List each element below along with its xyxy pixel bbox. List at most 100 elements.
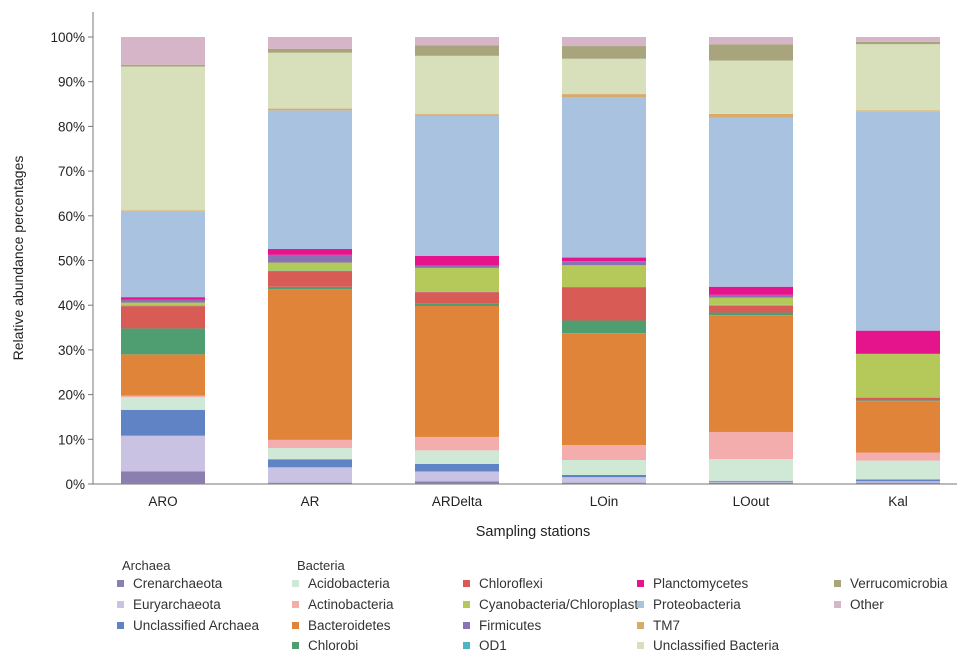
legend-swatch (463, 641, 470, 649)
legend-swatch (463, 621, 470, 629)
bar-segment-cyanobacteria-chloroplast (709, 297, 793, 305)
legend-swatch (834, 600, 841, 608)
bar-segment-acidobacteria (121, 397, 205, 410)
x-tick-label: ARDelta (432, 494, 483, 509)
bar-segment-chloroflexi (268, 271, 352, 287)
legend-label: OD1 (479, 638, 507, 653)
bar-segment-actinobacteria (709, 431, 793, 460)
legend-label: Firmicutes (479, 618, 542, 633)
legend-swatch (637, 579, 644, 587)
bar-segment-bacteroidetes (709, 315, 793, 432)
bar-segment-proteobacteria (709, 117, 793, 287)
legend-swatch (834, 579, 841, 587)
bar-segment-acidobacteria (268, 447, 352, 460)
legend-swatch (292, 641, 299, 649)
legend-swatch (292, 600, 299, 608)
bar-segment-chloroflexi (121, 306, 205, 329)
bar-segment-other (856, 37, 940, 42)
x-tick-label: LOout (733, 494, 770, 509)
bar-segment-chloroflexi (709, 305, 793, 313)
bar-segment-tm7 (709, 113, 793, 118)
bar-stack-ardelta (415, 37, 499, 484)
bar-segment-other (121, 37, 205, 65)
legend-item-euryarchaeota: Euryarchaeota (117, 597, 221, 613)
bar-segment-unclassified-archaea (562, 474, 646, 478)
legend-item-cyanobacteria-chloroplast: Cyanobacteria/Chloroplast (463, 597, 638, 613)
bar-segment-other (415, 37, 499, 46)
bar-segment-unclassified-archaea (415, 463, 499, 472)
bar-segment-euryarchaeota (268, 467, 352, 483)
bar-segment-unclassified-archaea (268, 459, 352, 468)
bar-segment-chloroflexi (856, 397, 940, 401)
bar-segment-firmicutes (268, 254, 352, 263)
bar-stack-ar (268, 37, 352, 484)
legend-item-od1: OD1 (463, 638, 507, 654)
bar-segment-firmicutes (415, 265, 499, 268)
bar-segment-verrucomicrobia (121, 64, 205, 67)
legend-item-firmicutes: Firmicutes (463, 618, 541, 634)
x-axis-label: Sampling stations (476, 524, 590, 540)
legend-swatch (292, 621, 299, 629)
legend-label: Unclassified Bacteria (653, 638, 780, 653)
bar-segment-actinobacteria (415, 436, 499, 451)
legend-swatch (637, 621, 644, 629)
bar-segment-verrucomicrobia (562, 46, 646, 59)
bar-segment-cyanobacteria-chloroplast (268, 262, 352, 271)
legend-item-other: Other (834, 597, 884, 613)
bar-segment-unclassified-bacteria (709, 60, 793, 114)
bar-segment-crenarchaeota (562, 482, 646, 484)
bar-segment-unclassified-archaea (121, 409, 205, 436)
y-tick-label: 80% (58, 119, 85, 134)
legend-item-crenarchaeota: Crenarchaeota (117, 576, 222, 592)
bar-segment-bacteroidetes (268, 289, 352, 440)
bar-segment-unclassified-bacteria (415, 55, 499, 115)
bar-segment-euryarchaeota (415, 471, 499, 482)
bar-segment-crenarchaeota (268, 482, 352, 484)
y-tick-label: 20% (58, 388, 85, 403)
legend-item-proteobacteria: Proteobacteria (637, 597, 741, 613)
bars (121, 37, 940, 484)
bar-segment-od1 (709, 304, 793, 306)
bar-segment-proteobacteria (856, 111, 940, 331)
bar-stack-loin (562, 37, 646, 484)
bar-stack-kal (856, 37, 940, 484)
bar-stack-aro (121, 37, 205, 484)
bar-segment-cyanobacteria-chloroplast (562, 265, 646, 287)
legend-item-bacteroidetes: Bacteroidetes (292, 618, 391, 634)
y-tick-label: 0% (65, 477, 85, 492)
y-tick-label: 70% (58, 164, 85, 179)
bar-segment-planctomycetes (709, 286, 793, 295)
legend-label: Crenarchaeota (133, 576, 223, 591)
bar-segment-verrucomicrobia (268, 48, 352, 53)
bar-segment-crenarchaeota (856, 482, 940, 484)
legend-swatch (117, 621, 124, 629)
bar-segment-unclassified-bacteria (856, 44, 940, 111)
bar-segment-actinobacteria (121, 395, 205, 398)
bar-segment-other (562, 37, 646, 47)
legend-heading-archaea: Archaea (122, 558, 171, 573)
bar-segment-planctomycetes (268, 249, 352, 255)
legend-label: Chloroflexi (479, 576, 543, 591)
legend-item-chlorobi: Chlorobi (292, 638, 358, 654)
bar-segment-cyanobacteria-chloroplast (121, 302, 205, 306)
legend-item-verrucomicrobia: Verrucomicrobia (834, 576, 948, 592)
bar-segment-planctomycetes (562, 257, 646, 262)
bar-segment-cyanobacteria-chloroplast (415, 267, 499, 292)
y-tick-label: 60% (58, 209, 85, 224)
bar-stack-loout (709, 37, 793, 484)
bar-segment-verrucomicrobia (415, 45, 499, 56)
bar-segment-euryarchaeota (562, 477, 646, 483)
legend-swatch (463, 600, 470, 608)
bar-segment-crenarchaeota (709, 482, 793, 484)
bar-segment-verrucomicrobia (856, 41, 940, 45)
bar-segment-tm7 (121, 210, 205, 212)
legend-label: Acidobacteria (308, 576, 390, 591)
bar-segment-tm7 (856, 110, 940, 112)
bar-segment-tm7 (268, 108, 352, 111)
bar-segment-verrucomicrobia (709, 44, 793, 61)
legend-heading-bacteria: Bacteria (297, 558, 345, 573)
y-tick-label: 40% (58, 298, 85, 313)
legend-label: Bacteroidetes (308, 618, 391, 633)
bar-segment-acidobacteria (709, 459, 793, 481)
